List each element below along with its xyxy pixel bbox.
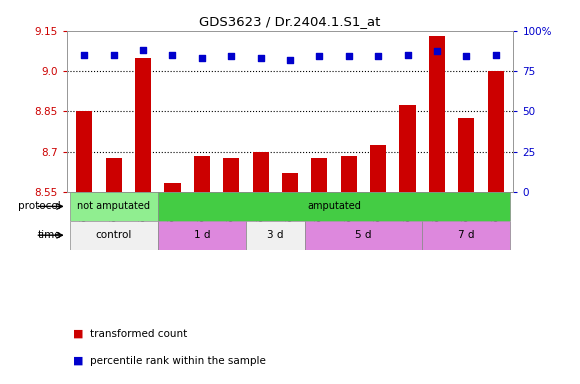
Text: amputated: amputated <box>307 201 361 212</box>
Bar <box>400 105 416 192</box>
Bar <box>304 221 422 250</box>
Point <box>285 57 295 63</box>
Text: ■: ■ <box>72 329 83 339</box>
Bar <box>246 221 304 250</box>
Text: GDS3623 / Dr.2404.1.S1_at: GDS3623 / Dr.2404.1.S1_at <box>200 15 380 28</box>
Bar <box>135 58 151 192</box>
Point <box>227 53 236 60</box>
Text: protocol: protocol <box>18 201 61 212</box>
Text: transformed count: transformed count <box>90 329 187 339</box>
Point <box>462 53 471 60</box>
Point <box>432 48 441 54</box>
Point <box>79 52 89 58</box>
Text: 3 d: 3 d <box>267 230 284 240</box>
Bar <box>106 159 122 192</box>
Text: not amputated: not amputated <box>77 201 150 212</box>
Bar <box>194 156 210 192</box>
Bar <box>311 159 328 192</box>
Text: 5 d: 5 d <box>355 230 372 240</box>
Point <box>491 52 501 58</box>
Bar <box>223 159 240 192</box>
Point <box>315 53 324 60</box>
Bar <box>429 36 445 192</box>
Bar <box>158 221 246 250</box>
Bar <box>370 145 386 192</box>
Point <box>197 55 206 61</box>
Text: 7 d: 7 d <box>458 230 474 240</box>
Bar <box>164 183 180 192</box>
Bar <box>252 152 269 192</box>
Bar <box>158 192 510 221</box>
Text: time: time <box>37 230 61 240</box>
Point <box>256 55 265 61</box>
Bar <box>70 192 158 221</box>
Bar <box>458 118 474 192</box>
Bar <box>76 111 92 192</box>
Point <box>344 53 353 60</box>
Bar <box>282 173 298 192</box>
Bar <box>422 221 510 250</box>
Point <box>139 46 148 53</box>
Text: control: control <box>96 230 132 240</box>
Text: percentile rank within the sample: percentile rank within the sample <box>90 356 266 366</box>
Point <box>374 53 383 60</box>
Point <box>109 52 118 58</box>
Bar <box>340 156 357 192</box>
Text: 1 d: 1 d <box>194 230 210 240</box>
Text: ■: ■ <box>72 356 83 366</box>
Bar <box>488 71 504 192</box>
Point <box>168 52 177 58</box>
Bar <box>70 221 158 250</box>
Point <box>403 52 412 58</box>
